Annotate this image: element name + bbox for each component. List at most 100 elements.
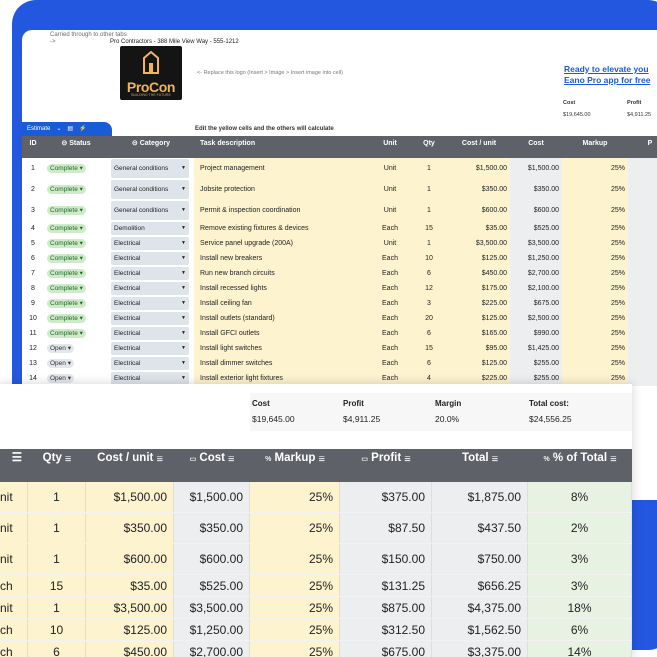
status-badge[interactable]: Open ▾ (47, 374, 74, 383)
markup-cell[interactable]: 25% (250, 575, 340, 596)
task-cell[interactable]: Install GFCI outlets (194, 326, 370, 341)
status-cell[interactable]: Open ▾ (44, 371, 108, 386)
status-cell[interactable]: Complete ▾ (44, 179, 108, 200)
category-cell[interactable]: Electrical ▼ (108, 296, 194, 311)
category-cell[interactable]: Electrical ▼ (108, 236, 194, 251)
cost-unit-cell[interactable]: $1,500.00 (86, 482, 174, 512)
category-cell[interactable]: General conditions ▼ (108, 158, 194, 179)
table-row[interactable]: 11 Complete ▾ Electrical ▼ Install GFCI outl… (22, 326, 657, 341)
category-cell[interactable]: Electrical ▼ (108, 326, 194, 341)
col-markup[interactable]: Markup (562, 136, 628, 158)
cost-unit-cell[interactable]: $125.00 (448, 311, 510, 326)
task-cell[interactable]: Install dimmer switches (194, 356, 370, 371)
unit-cell[interactable]: Each (370, 221, 410, 236)
status-badge[interactable]: Complete ▾ (47, 329, 86, 338)
qty-cell[interactable]: 1 (410, 179, 448, 200)
qty-cell[interactable]: 15 (410, 221, 448, 236)
col-cost-unit[interactable]: Cost / unit (448, 136, 510, 158)
unit-cell[interactable]: Each (370, 296, 410, 311)
markup-cell[interactable]: 25% (250, 619, 340, 640)
col-cost-front[interactable]: ▭ Cost ☰ (174, 449, 250, 482)
category-dropdown[interactable]: Electrical ▼ (111, 356, 189, 371)
table-row[interactable]: 5 Complete ▾ Electrical ▼ Service panel upgr… (22, 236, 657, 251)
cta-link[interactable]: Ready to elevate you Eano Pro app for fr… (564, 64, 650, 86)
category-cell[interactable]: Electrical ▼ (108, 341, 194, 356)
category-dropdown[interactable]: Electrical ▼ (111, 311, 189, 326)
col-profit-front[interactable]: ▭ Profit ☰ (340, 449, 432, 482)
col-qty[interactable]: Qty (410, 136, 448, 158)
chevron-down-icon[interactable]: ▼ (181, 240, 186, 246)
unit-cell[interactable]: nit (0, 597, 28, 618)
cost-unit-cell[interactable]: $600.00 (86, 544, 174, 574)
unit-cell[interactable]: Unit (370, 179, 410, 200)
tab-estimate-label[interactable]: Estimate (27, 126, 51, 132)
qty-cell[interactable]: 6 (410, 356, 448, 371)
qty-cell[interactable]: 1 (28, 597, 86, 618)
qty-cell[interactable]: 3 (410, 296, 448, 311)
chevron-down-icon[interactable]: ▼ (181, 255, 186, 261)
table-row[interactable]: 1 Complete ▾ General conditions ▼ Project ma… (22, 158, 657, 179)
task-cell[interactable]: Install outlets (standard) (194, 311, 370, 326)
task-cell[interactable]: Service panel upgrade (200A) (194, 236, 370, 251)
chevron-down-icon[interactable]: ▼ (181, 315, 186, 321)
status-cell[interactable]: Complete ▾ (44, 236, 108, 251)
col-cost[interactable]: Cost (510, 136, 562, 158)
category-cell[interactable]: Electrical ▼ (108, 266, 194, 281)
unit-cell[interactable]: nit (0, 513, 28, 543)
qty-cell[interactable]: 1 (410, 236, 448, 251)
task-cell[interactable]: Run new branch circuits (194, 266, 370, 281)
cta-line-2[interactable]: Eano Pro app for free (564, 75, 651, 85)
unit-cell[interactable]: Each (370, 281, 410, 296)
qty-cell[interactable]: 1 (28, 544, 86, 574)
status-cell[interactable]: Complete ▾ (44, 311, 108, 326)
qty-cell[interactable]: 6 (28, 641, 86, 657)
table-row[interactable]: nit 1 $600.00 $600.00 25% $150.00 $750.00 3% (0, 544, 632, 575)
task-cell[interactable]: Permit & inspection coordination (194, 200, 370, 221)
table-row[interactable]: 2 Complete ▾ General conditions ▼ Jobsite pr… (22, 179, 657, 200)
task-cell[interactable]: Jobsite protection (194, 179, 370, 200)
markup-cell[interactable]: 25% (562, 326, 628, 341)
unit-cell[interactable]: ch (0, 619, 28, 640)
markup-cell[interactable]: 25% (250, 513, 340, 543)
markup-cell[interactable]: 25% (250, 597, 340, 618)
filter-icon[interactable]: ☰ (610, 456, 617, 463)
status-badge[interactable]: Open ▾ (47, 359, 74, 368)
category-cell[interactable]: General conditions ▼ (108, 179, 194, 200)
qty-cell[interactable]: 6 (410, 326, 448, 341)
table-row[interactable]: 3 Complete ▾ General conditions ▼ Permit & i… (22, 200, 657, 221)
table-row[interactable]: 9 Complete ▾ Electrical ▼ Install ceiling fa… (22, 296, 657, 311)
cost-unit-cell[interactable]: $1,500.00 (448, 158, 510, 179)
category-dropdown[interactable]: Electrical ▼ (111, 266, 189, 281)
category-cell[interactable]: Electrical ▼ (108, 371, 194, 386)
cost-unit-cell[interactable]: $125.00 (448, 356, 510, 371)
status-cell[interactable]: Complete ▾ (44, 251, 108, 266)
markup-cell[interactable]: 25% (562, 158, 628, 179)
task-cell[interactable]: Install light switches (194, 341, 370, 356)
cost-unit-cell[interactable]: $450.00 (448, 266, 510, 281)
category-cell[interactable]: Electrical ▼ (108, 311, 194, 326)
category-dropdown[interactable]: Electrical ▼ (111, 341, 189, 356)
col-qty-front[interactable]: Qty ☰ (28, 449, 86, 482)
col-id[interactable]: ID (22, 136, 44, 158)
qty-cell[interactable]: 20 (410, 311, 448, 326)
cost-unit-cell[interactable]: $3,500.00 (86, 597, 174, 618)
status-cell[interactable]: Complete ▾ (44, 296, 108, 311)
unit-cell[interactable]: ch (0, 575, 28, 596)
category-dropdown[interactable]: General conditions ▼ (111, 180, 189, 199)
qty-cell[interactable]: 15 (410, 341, 448, 356)
unit-cell[interactable]: Unit (370, 158, 410, 179)
company-logo[interactable]: ProCon BUILDING THE FUTURE (120, 46, 182, 100)
filter-icon[interactable]: ☰ (156, 456, 163, 463)
category-dropdown[interactable]: Electrical ▼ (111, 326, 189, 341)
status-badge[interactable]: Open ▾ (47, 344, 74, 353)
category-dropdown[interactable]: Demolition ▼ (111, 221, 189, 236)
cost-unit-cell[interactable]: $350.00 (448, 179, 510, 200)
cost-unit-cell[interactable]: $95.00 (448, 341, 510, 356)
filter-icon[interactable]: ☰ (228, 456, 235, 463)
status-badge[interactable]: Complete ▾ (47, 254, 86, 263)
cost-unit-cell[interactable]: $225.00 (448, 296, 510, 311)
chevron-down-icon[interactable]: ▼ (181, 185, 186, 192)
qty-cell[interactable]: 1 (28, 513, 86, 543)
qty-cell[interactable]: 10 (410, 251, 448, 266)
category-cell[interactable]: Electrical ▼ (108, 251, 194, 266)
